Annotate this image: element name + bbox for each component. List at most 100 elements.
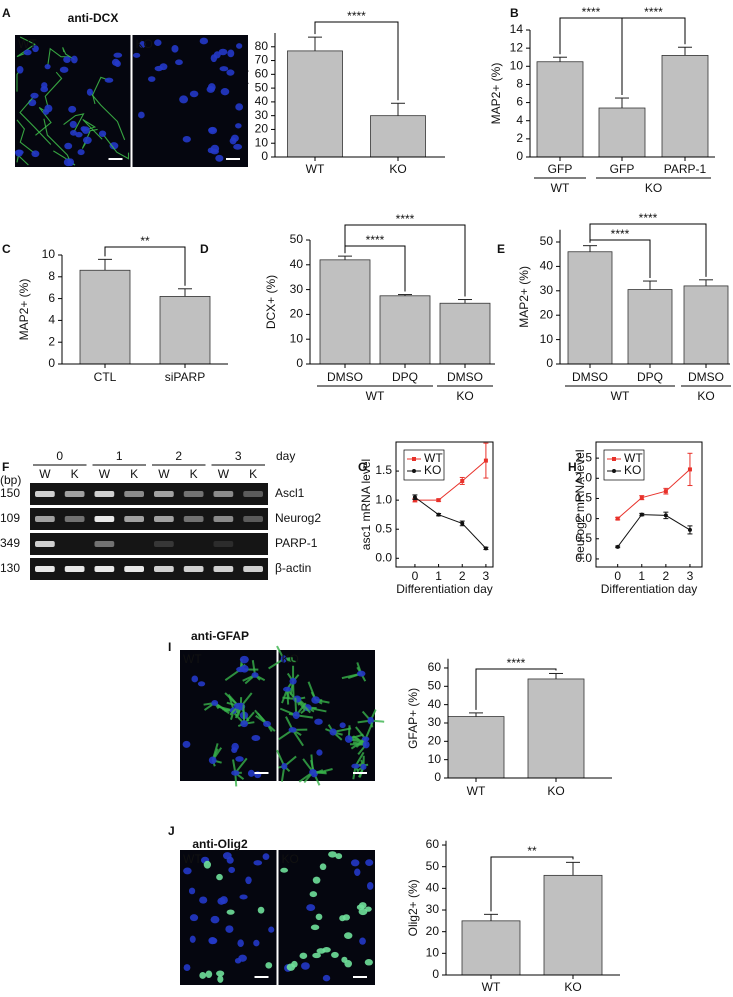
lane-label: K: [71, 467, 79, 481]
nucleus: [191, 675, 199, 683]
nucleus: [229, 137, 237, 145]
group-label: WT: [366, 389, 385, 403]
image-title: anti-GFAP: [191, 629, 249, 643]
y-axis-label: GFAP+ (%): [406, 688, 420, 749]
neurite: [35, 106, 52, 136]
bar: [627, 289, 673, 365]
nucleus: [316, 948, 326, 954]
nucleus: [154, 39, 162, 47]
nucleus: [239, 655, 249, 664]
nucleus: [189, 90, 199, 98]
gel-band: [154, 491, 174, 497]
significance-bracket: [621, 17, 686, 96]
nucleus: [179, 95, 189, 104]
marker: [483, 458, 488, 463]
x-tick-label: CTL: [94, 370, 117, 384]
gel-band: [35, 541, 55, 547]
y-tick-label: 0.0: [575, 551, 592, 565]
gel-band: [154, 516, 174, 522]
nucleus: [226, 909, 235, 915]
size-label: 130: [0, 561, 20, 575]
nucleus: [247, 769, 255, 777]
plot-frame: [395, 441, 494, 568]
gel-band: [64, 516, 85, 522]
x-tick-label: 3: [687, 569, 694, 583]
gel-band: [94, 491, 115, 497]
nucleus: [222, 852, 232, 860]
nucleus: [139, 41, 146, 48]
y-axis-label: MAP2+ (%): [489, 63, 503, 125]
y-tick-label: 10: [540, 332, 554, 346]
gel-band: [154, 541, 174, 547]
gene-label: PARP-1: [275, 536, 318, 550]
nucleus: [240, 664, 249, 673]
y-tick-label: 20: [540, 307, 554, 321]
y-tick-label: 1.5: [575, 491, 592, 505]
nucleus: [310, 924, 320, 931]
marker: [412, 498, 417, 503]
nucleus: [233, 143, 243, 150]
x-tick-label: KO: [389, 162, 406, 176]
gel-band: [243, 491, 263, 497]
bar: [379, 295, 431, 365]
y-axis-label: asc1 mRNA level: [359, 459, 373, 550]
neurite: [43, 118, 72, 163]
gel-strip: [30, 533, 268, 555]
y-tick-label: 70: [255, 53, 269, 67]
significance-label: ****: [644, 5, 663, 19]
nucleus: [339, 722, 346, 729]
nucleus: [361, 736, 370, 742]
gel-band: [94, 541, 115, 547]
nucleus: [70, 130, 77, 136]
gel-strip: [30, 483, 268, 505]
nucleus: [175, 59, 183, 66]
y-tick-label: 0: [516, 149, 523, 163]
y-axis-label: neurog2 mRNA level: [573, 449, 587, 559]
nucleus: [362, 740, 370, 749]
panel-letter: G: [358, 460, 367, 474]
nucleus: [220, 88, 230, 96]
y-tick-label: 30: [290, 282, 304, 296]
gel-band: [124, 491, 144, 497]
marker: [639, 512, 644, 517]
nucleus: [311, 696, 320, 704]
lane-label: K: [190, 467, 198, 481]
bar: [370, 115, 426, 158]
nucleus: [98, 130, 107, 137]
bar: [287, 50, 343, 158]
size-unit: (bp): [0, 473, 21, 487]
nucleus: [301, 962, 310, 970]
y-tick-label: 0: [48, 356, 55, 370]
panel-letter: A: [2, 6, 11, 20]
x-tick-label: 0: [614, 569, 621, 583]
image-label: KO: [282, 852, 299, 866]
x-tick-label: siPARP: [165, 370, 205, 384]
gel-band: [124, 566, 144, 572]
significance-label: ****: [347, 9, 366, 23]
lane-label: W: [39, 467, 51, 481]
lane-label: W: [158, 467, 170, 481]
y-tick-label: 4: [516, 113, 523, 127]
gene-label: β-actin: [275, 561, 311, 575]
series-line: [414, 496, 487, 549]
y-tick-label: 20: [290, 307, 304, 321]
neurite: [16, 153, 29, 166]
nucleus: [322, 974, 331, 982]
bar: [461, 920, 521, 976]
nucleus: [68, 105, 77, 113]
x-tick-label: WT: [306, 162, 325, 176]
nucleus: [133, 52, 141, 58]
y-tick-label: 40: [540, 259, 554, 273]
day-number: 0: [56, 449, 63, 463]
nucleus: [23, 49, 32, 56]
nucleus: [344, 932, 353, 939]
nucleus: [331, 951, 339, 958]
y-axis-label: MAP2+ (%): [17, 279, 31, 341]
significance-bracket: [344, 224, 466, 297]
x-tick-label: KO: [564, 980, 581, 994]
x-tick-label: 2: [663, 569, 670, 583]
y-tick-label: 8: [516, 77, 523, 91]
nucleus: [16, 65, 24, 74]
legend-box: [603, 449, 645, 481]
